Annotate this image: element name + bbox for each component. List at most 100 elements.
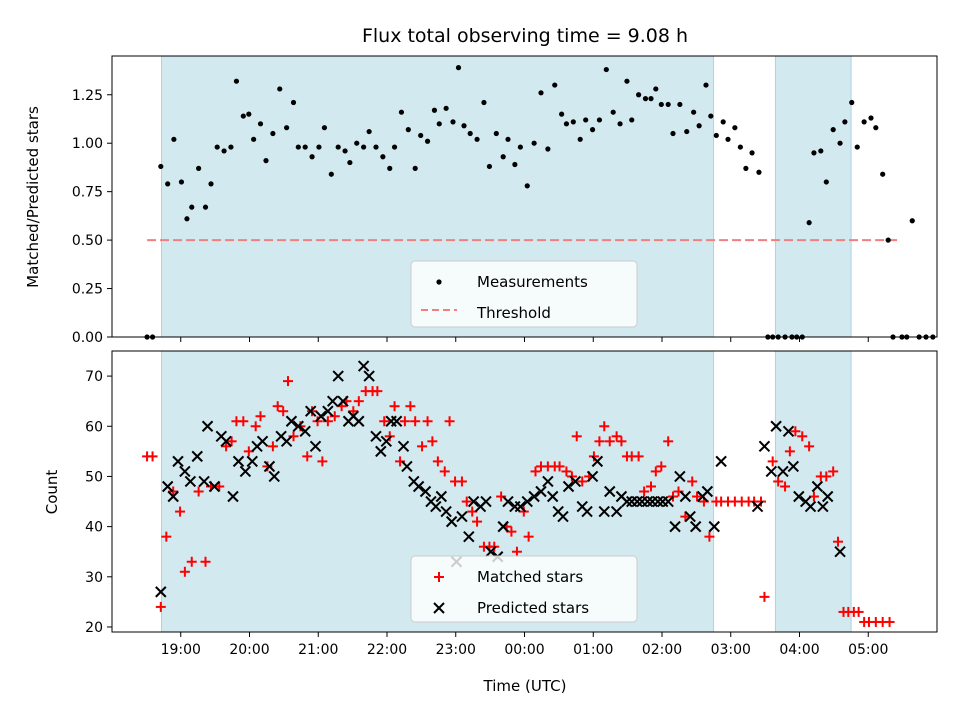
y-tick-label: 0.50 <box>72 233 103 249</box>
measurement-point <box>677 101 683 108</box>
predicted-star-point <box>782 425 795 437</box>
cross-b <box>652 495 664 508</box>
predicted-star-point <box>179 465 191 478</box>
legend-box <box>410 555 638 623</box>
cross-b <box>715 455 727 468</box>
measurement-point <box>184 216 190 222</box>
matched-star-point <box>594 436 605 447</box>
matched-star-point <box>272 401 283 412</box>
predicted-star-point <box>401 460 413 473</box>
measurement-point <box>531 140 537 146</box>
x-tick-label: 00:00 <box>504 642 544 658</box>
cross-b <box>184 475 197 488</box>
cross-b <box>155 586 167 598</box>
predicted-star-point <box>309 440 322 453</box>
matched-star-point <box>422 416 433 427</box>
cross-b <box>440 505 452 518</box>
bottom-y-axis-label: Count <box>43 470 61 515</box>
matched-star-point <box>633 451 644 462</box>
predicted-star-point <box>304 405 317 417</box>
predicted-star-point <box>542 475 554 488</box>
measurement-point <box>603 66 609 73</box>
predicted-star-point <box>357 360 370 372</box>
predicted-star-point <box>562 480 575 493</box>
measurement-point <box>240 113 246 119</box>
legend-box <box>410 260 638 328</box>
cross-b <box>586 470 599 483</box>
measurement-point <box>861 119 867 125</box>
observing-window-1 <box>774 55 852 338</box>
x-tick-label: 03:00 <box>711 642 751 658</box>
predicted-star-point <box>793 490 805 503</box>
matched-star-point <box>884 616 895 627</box>
matched-star-point <box>784 446 795 457</box>
cross-b <box>397 440 410 453</box>
cross-b <box>562 480 575 493</box>
cross-b <box>581 505 593 518</box>
measurement-point <box>228 144 234 150</box>
x-tick-label: 23:00 <box>436 642 476 658</box>
predicted-star-point <box>220 435 232 448</box>
cross-b <box>285 415 298 427</box>
cross-b <box>610 505 623 518</box>
cross-b <box>485 546 497 558</box>
x-tick-label: 04:00 <box>779 642 819 658</box>
matched-star-point <box>472 516 483 527</box>
predicted-star-point <box>456 510 468 523</box>
measurement-point <box>665 101 671 108</box>
predicted-star-point <box>689 520 702 533</box>
measurement-point <box>246 111 252 117</box>
matched-star-point <box>417 441 428 452</box>
predicted-star-point <box>535 485 547 498</box>
matched-star-point <box>353 396 364 407</box>
matched-star-point <box>288 431 299 442</box>
measurement-point <box>691 109 697 115</box>
matched-star-point <box>410 416 421 427</box>
matched-star-point <box>797 431 808 442</box>
measurement-point <box>493 130 499 137</box>
y-tick-label: 20 <box>85 620 103 636</box>
matched-star-point <box>461 496 472 507</box>
cross-b <box>521 495 533 508</box>
legend: Measurements Threshold <box>410 260 638 328</box>
cross-b <box>326 395 339 407</box>
measurement-point <box>743 165 749 171</box>
measurement-point <box>443 105 449 111</box>
x-tick-label: 19:00 <box>161 642 201 658</box>
measurement-point <box>474 136 480 142</box>
cross-b <box>435 490 448 503</box>
predicted-star-point <box>440 505 452 518</box>
cross-b <box>689 520 702 533</box>
measurement-point <box>713 132 719 139</box>
predicted-star-point <box>239 465 252 478</box>
matched-star-point <box>530 466 541 477</box>
cross-b <box>445 515 458 528</box>
cross-b <box>811 480 824 493</box>
measurement-point <box>316 144 322 150</box>
predicted-star-point <box>172 455 184 468</box>
measurement-point <box>373 144 379 150</box>
cross-b <box>315 410 327 422</box>
matched-star-point <box>193 486 204 497</box>
plot-frame <box>111 350 938 633</box>
matched-star-point <box>267 441 278 452</box>
measurement-point <box>455 65 462 71</box>
predicted-star-point <box>353 415 365 427</box>
matched-star-point <box>432 456 443 467</box>
predicted-star-point <box>332 370 344 382</box>
predicted-star-point <box>804 500 817 513</box>
measurement-point <box>233 78 240 84</box>
cross-b <box>821 490 834 503</box>
legend-label: Threshold <box>476 304 551 322</box>
x-tick-label: 01:00 <box>573 642 613 658</box>
matched-star-point <box>833 536 843 547</box>
measurement-point <box>512 161 518 168</box>
measurement-point <box>270 130 276 137</box>
matched-star-point <box>456 476 467 487</box>
cross-b <box>641 495 654 508</box>
cross-b <box>380 435 393 448</box>
matched-star-point <box>680 511 691 522</box>
cross-b <box>591 455 604 468</box>
measurement-point <box>610 109 616 115</box>
